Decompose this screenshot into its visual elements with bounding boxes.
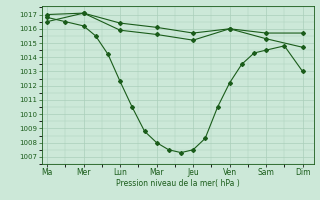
- X-axis label: Pression niveau de la mer( hPa ): Pression niveau de la mer( hPa ): [116, 179, 239, 188]
